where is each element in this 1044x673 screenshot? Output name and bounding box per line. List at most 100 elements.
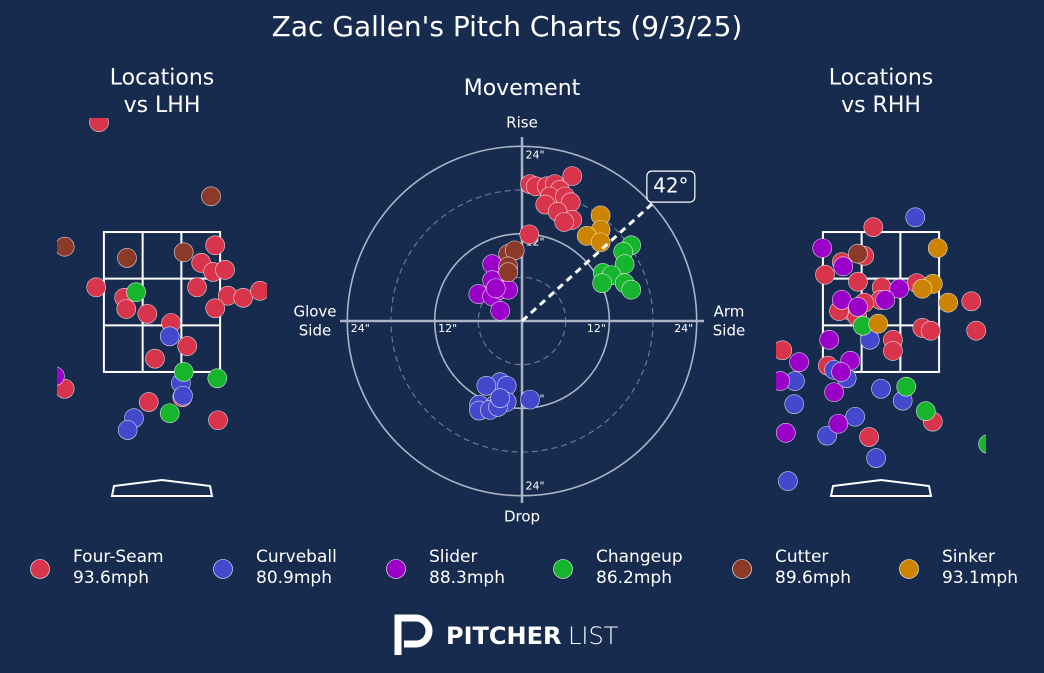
points	[776, 207, 986, 491]
x-tick-label: 24"	[674, 322, 693, 335]
pitch-point	[938, 292, 959, 313]
pitch-point	[915, 401, 936, 421]
x-tick-label: 12"	[438, 322, 457, 335]
pitch-point	[208, 410, 228, 431]
pitch-point	[138, 392, 159, 412]
legend-marker	[213, 559, 233, 579]
pitch-point	[978, 434, 986, 454]
y-tick-label: 24"	[525, 148, 544, 161]
pitch-point	[812, 238, 833, 258]
legend-name: Cutter	[775, 547, 828, 567]
legend-marker	[553, 559, 573, 579]
pitch-point	[920, 320, 941, 341]
pitch-point	[57, 236, 75, 257]
pitch-point	[145, 348, 165, 369]
pitch-point	[866, 448, 886, 468]
pitch-point	[126, 282, 146, 303]
pitch-point	[485, 278, 506, 299]
pitch-point	[859, 427, 879, 447]
pitch-point	[776, 423, 796, 443]
pitch-point	[868, 313, 889, 334]
pitch-point	[905, 207, 926, 228]
pitch-point	[498, 262, 518, 283]
pitch-point	[476, 375, 497, 396]
home-plate	[110, 478, 214, 497]
logo-bold: PITCHER	[446, 622, 561, 650]
pitch-point	[490, 388, 510, 408]
pitch-point	[789, 352, 809, 372]
axis-label: Rise	[506, 114, 538, 132]
legend-marker	[732, 559, 752, 579]
pitch-point	[784, 394, 805, 414]
pitch-point	[824, 382, 844, 403]
axis-label: Arm Side	[713, 302, 745, 339]
pitch-point	[57, 378, 75, 399]
pitch-point	[554, 212, 575, 232]
pitch-point	[776, 340, 793, 361]
pitch-point	[159, 403, 180, 424]
y-tick-label: 24"	[525, 480, 544, 493]
pitch-point	[177, 336, 197, 356]
pitch-point	[863, 217, 884, 237]
legend-name: Curveball	[256, 547, 337, 567]
pitch-point	[173, 362, 194, 382]
legend-name: Sinker	[942, 547, 995, 567]
pitch-point	[233, 288, 253, 308]
pitch-point	[621, 279, 642, 300]
legend-velocity: 88.3mph	[429, 568, 505, 588]
pitch-point	[848, 297, 868, 317]
legend-marker	[386, 559, 406, 579]
legend-name: Four-Seam	[73, 547, 164, 567]
legend-marker	[30, 559, 50, 579]
pitch-point	[207, 368, 228, 389]
pitch-point	[845, 406, 865, 427]
pitch-point	[117, 248, 137, 268]
legend-velocity: 86.2mph	[596, 568, 672, 588]
pitch-point	[590, 232, 611, 253]
panel-title: Locations vs LHH	[110, 65, 215, 118]
legend-velocity: 93.6mph	[73, 568, 149, 588]
pitch-point	[137, 304, 158, 324]
pitch-point	[86, 277, 106, 298]
pitch-point	[848, 271, 868, 292]
pitch-point	[848, 243, 868, 264]
panel-title: Movement	[464, 76, 581, 101]
x-tick-label: 24"	[351, 322, 370, 335]
pitch-point	[828, 413, 849, 434]
logo-icon	[394, 614, 433, 655]
pitch-point	[187, 277, 207, 298]
pitch-point	[519, 224, 540, 245]
home-plate	[829, 478, 933, 497]
legend-marker	[899, 559, 919, 579]
pitch-point	[776, 371, 790, 391]
pitch-point	[961, 291, 982, 312]
pitch-point	[490, 301, 510, 321]
arm-angle-line	[520, 202, 653, 323]
pitch-point	[833, 256, 854, 277]
pitch-point	[889, 278, 910, 299]
pitch-point	[562, 166, 583, 186]
legend-name: Slider	[429, 547, 477, 567]
pitch-point	[250, 281, 267, 301]
x-tick-label: 12"	[587, 322, 606, 335]
pitch-point	[57, 366, 65, 386]
pitch-point	[173, 242, 194, 263]
arm-angle-box	[646, 170, 696, 203]
pitch-point	[815, 264, 835, 285]
pitch-point	[927, 238, 948, 258]
pitch-point	[173, 385, 193, 406]
pitch-point	[205, 235, 225, 256]
axis-label: Drop	[504, 508, 540, 526]
pitch-point	[896, 376, 917, 397]
pitch-point	[871, 378, 891, 399]
pitch-point	[592, 273, 612, 293]
pitch-point	[883, 341, 903, 361]
chart-title: Zac Gallen's Pitch Charts (9/3/25)	[272, 10, 743, 43]
pitch-point	[520, 389, 540, 410]
pitch-point	[819, 329, 840, 350]
legend-name: Changeup	[596, 547, 683, 567]
arm-angle-label: 42°	[653, 174, 688, 198]
pitch-point	[875, 290, 896, 310]
pitch-point	[159, 326, 180, 347]
